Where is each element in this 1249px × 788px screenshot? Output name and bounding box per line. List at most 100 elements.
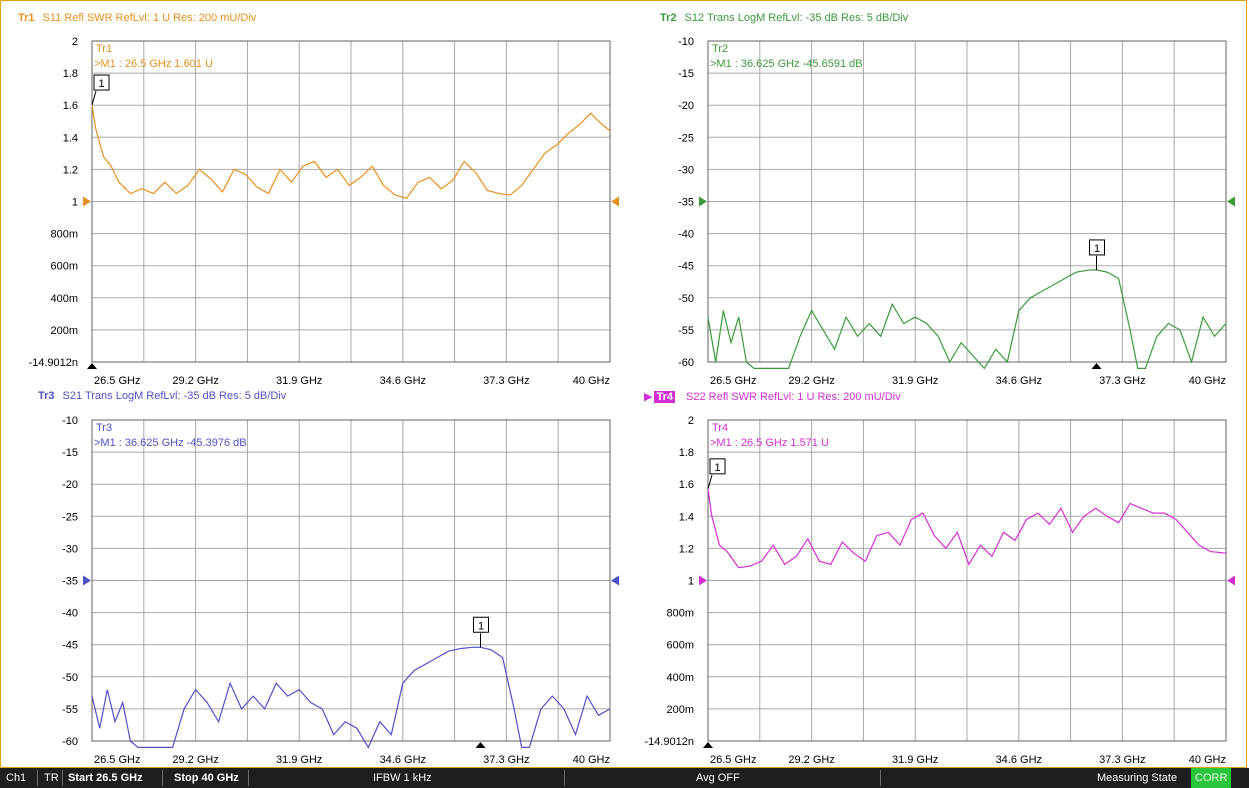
x-tick-label: 40 GHz [573, 754, 610, 766]
trace1-header[interactable]: Tr1 S11 Refl SWR RefLvl: 1 U Res: 200 mU/… [18, 12, 256, 24]
y-tick-label: 1.4 [63, 132, 78, 144]
ref-level-left-marker[interactable] [699, 575, 707, 586]
x-tick-label: 26.5 GHz [94, 375, 140, 387]
x-tick-label: 37.3 GHz [483, 754, 529, 766]
ref-level-left-marker[interactable] [699, 196, 707, 207]
trace-line-tr4 [707, 488, 1227, 569]
trace2-id: Tr2 [660, 12, 677, 24]
y-tick-label: -25 [62, 511, 78, 523]
y-tick-label: 1.2 [679, 543, 694, 555]
y-tick-label: -15 [62, 447, 78, 459]
x-tick-label: 26.5 GHz [710, 754, 756, 766]
y-tick-label: -25 [678, 132, 694, 144]
marker-1-label: 1 [1094, 243, 1100, 255]
start-frequency[interactable]: Start 26.5 GHz [68, 772, 143, 784]
y-tick-label: 2 [72, 36, 78, 48]
x-tick-label: 34.6 GHz [996, 754, 1042, 766]
plot-frame [707, 40, 1227, 363]
y-tick-label: 1.6 [679, 479, 694, 491]
trace1-settings: S11 Refl SWR RefLvl: 1 U Res: 200 mU/Div [42, 12, 257, 24]
marker-1-label: 1 [98, 78, 104, 90]
status-bar: Ch1 TR Start 26.5 GHz Stop 40 GHz IFBW 1… [0, 768, 1249, 788]
y-tick-label: -35 [62, 576, 78, 588]
ref-level-right-marker[interactable] [1227, 196, 1235, 207]
ref-level-right-marker[interactable] [611, 575, 619, 586]
diagram-tr3[interactable]: -10 -15 -20 -25 -30 -35 -40 -45 -50 -55 -60 26.5 GH… [62, 415, 619, 766]
x-tick-label: 37.3 GHz [483, 375, 529, 387]
trace-title: Tr2 [712, 43, 728, 55]
stop-frequency[interactable]: Stop 40 GHz [174, 772, 239, 784]
y-tick-label: 600m [666, 640, 694, 652]
trace3-header[interactable]: Tr3 S21 Trans LogM RefLvl: -35 dB Res: 5 … [38, 390, 286, 402]
y-tick-label: -45 [62, 640, 78, 652]
ifbw-setting[interactable]: IFBW 1 kHz [373, 772, 432, 784]
y-tick-label: -60 [62, 736, 78, 748]
y-tick-label: -14.9012n [28, 357, 78, 369]
y-tick-label: -30 [62, 543, 78, 555]
marker-readout: >M1 : 36.625 GHz -45.3976 dB [94, 437, 247, 449]
y-tick-label: 2 [688, 415, 694, 427]
y-tick-label: 1.4 [679, 511, 694, 523]
y-tick-label: 800m [666, 608, 694, 620]
y-tick-label: 1.8 [679, 447, 694, 459]
marker-stimulus-icon[interactable] [87, 363, 97, 369]
trace3-id: Tr3 [38, 390, 55, 402]
marker-leader-line [707, 474, 713, 489]
y-tick-label: -40 [678, 229, 694, 241]
x-tick-label: 34.6 GHz [380, 754, 426, 766]
trace2-settings: S12 Trans LogM RefLvl: -35 dB Res: 5 dB/… [684, 12, 909, 24]
x-tick-label: 31.9 GHz [892, 375, 938, 387]
y-tick-label: 400m [50, 293, 78, 305]
x-tick-label: 31.9 GHz [892, 754, 938, 766]
diagram-tr2[interactable]: -10 -15 -20 -25 -30 -35 -40 -45 -50 -55 -60 26.5 GH… [678, 36, 1235, 387]
x-tick-label: 29.2 GHz [172, 375, 218, 387]
trace-diagrams[interactable]: 2 1.8 1.6 1.4 1.2 1 800m 600m 400m 200m -14.9012n 2… [0, 0, 1249, 768]
y-tick-label: 800m [50, 229, 78, 241]
trace4-header[interactable]: ▶ Tr4 S22 Refl SWR RefLvl: 1 U Res: 200 m… [644, 390, 901, 403]
marker-stimulus-icon[interactable] [1091, 363, 1102, 369]
x-tick-label: 26.5 GHz [94, 754, 140, 766]
plot-frame [91, 40, 611, 363]
marker-1-box[interactable] [1089, 239, 1105, 256]
trace2-header[interactable]: Tr2 S12 Trans LogM RefLvl: -35 dB Res: 5 … [660, 12, 908, 24]
y-tick-label: -45 [678, 261, 694, 273]
x-tick-label: 40 GHz [1189, 375, 1226, 387]
x-tick-label: 29.2 GHz [172, 754, 218, 766]
marker-stimulus-icon[interactable] [703, 742, 713, 748]
measuring-state: Measuring State [1097, 772, 1178, 784]
trace-title: Tr4 [712, 422, 728, 434]
channel-label[interactable]: Ch1 [6, 772, 27, 784]
marker-1-label: 1 [478, 620, 484, 632]
correction-badge: CORR [1191, 768, 1232, 788]
plot-frame [707, 419, 1227, 742]
trace-title: Tr1 [96, 43, 112, 55]
y-tick-label: 1.2 [63, 164, 78, 176]
averaging-setting[interactable]: Avg OFF [696, 772, 740, 784]
ref-level-left-marker[interactable] [83, 575, 91, 586]
trace-mode-label[interactable]: TR [44, 772, 59, 784]
y-tick-label: -50 [62, 672, 78, 684]
y-tick-label: 1 [72, 197, 78, 209]
x-tick-label: 40 GHz [573, 375, 610, 387]
trace-line-tr3 [91, 646, 611, 749]
marker-readout: >M1 : 36.625 GHz -45.6591 dB [710, 58, 863, 70]
marker-stimulus-icon[interactable] [475, 742, 486, 748]
y-tick-label: 200m [50, 325, 78, 337]
y-tick-label: -40 [62, 608, 78, 620]
y-tick-label: -10 [678, 36, 694, 48]
y-tick-label: -60 [678, 357, 694, 369]
marker-1-box[interactable] [709, 458, 726, 475]
y-tick-label: -55 [678, 325, 694, 337]
y-tick-label: -35 [678, 197, 694, 209]
y-tick-label: -55 [62, 704, 78, 716]
marker-1-box[interactable] [473, 616, 489, 633]
y-tick-label: -20 [62, 479, 78, 491]
marker-1-box[interactable] [93, 74, 110, 91]
trace1-id: Tr1 [18, 12, 35, 24]
diagram-tr1[interactable]: 2 1.8 1.6 1.4 1.2 1 800m 600m 400m 200m -14.9012n 2… [28, 36, 619, 387]
ref-level-right-marker[interactable] [1227, 575, 1235, 586]
ref-level-right-marker[interactable] [611, 196, 619, 207]
diagram-tr4[interactable]: 2 1.8 1.6 1.4 1.2 1 800m 600m 400m 200m -14.9012n 2… [644, 415, 1235, 766]
x-tick-label: 34.6 GHz [380, 375, 426, 387]
ref-level-left-marker[interactable] [83, 196, 91, 207]
